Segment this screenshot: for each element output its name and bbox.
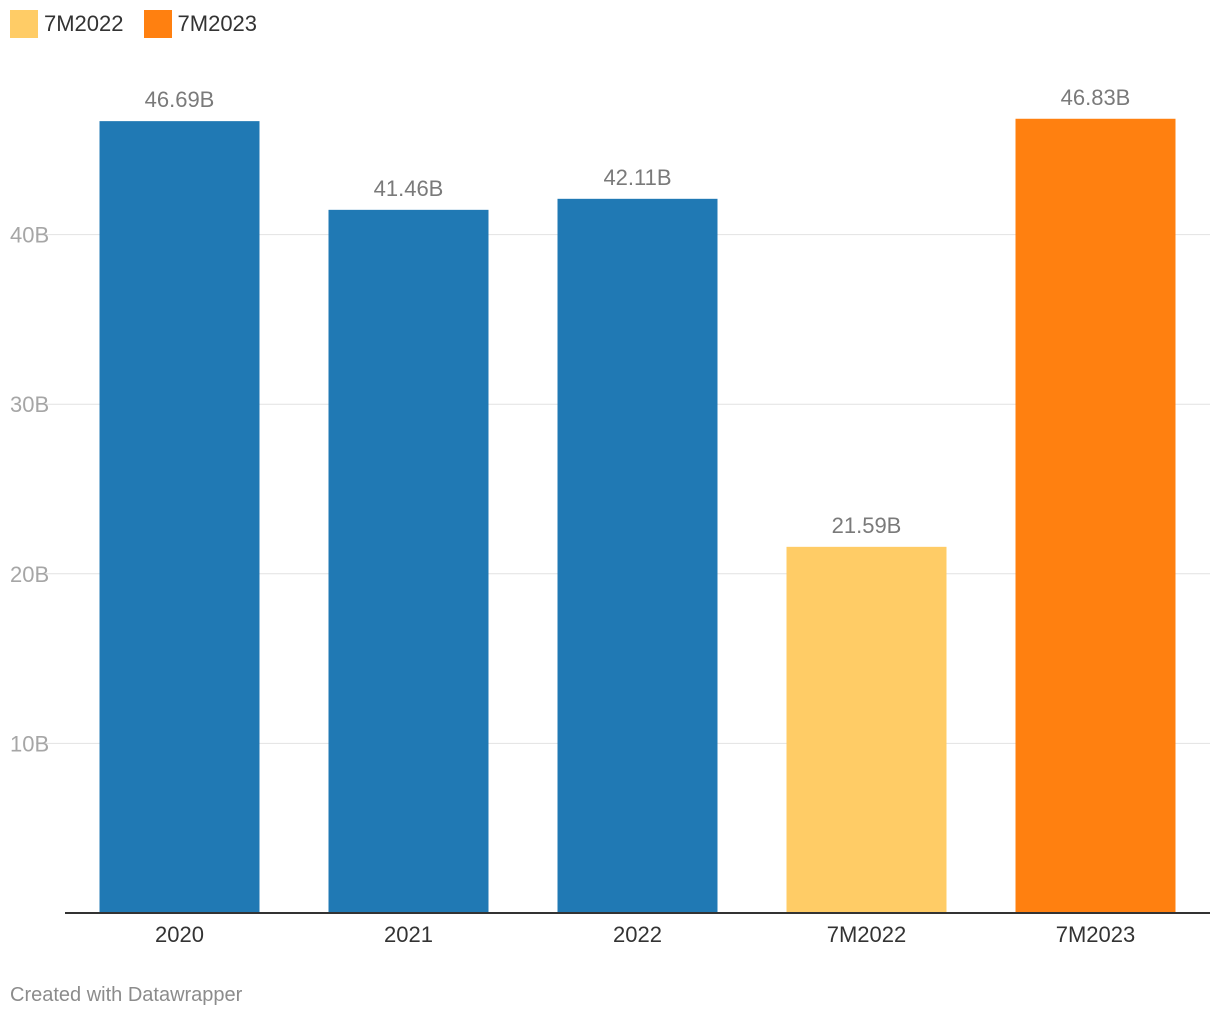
bar-value-label: 21.59B [832,513,902,538]
bar-value-label: 46.83B [1061,85,1131,110]
x-tick-label: 7M2022 [827,922,907,947]
bar-value-label: 46.69B [145,87,215,112]
x-tick-label: 2022 [613,922,662,947]
bar [99,121,260,914]
y-tick-label: 10B [10,731,49,756]
bar [328,209,489,914]
x-tick-label: 2021 [384,922,433,947]
legend-item-7m2023: 7M2023 [143,10,258,38]
y-tick-label: 20B [10,562,49,587]
bar [1015,118,1176,914]
axes: 2020 2021 2022 7M2022 7M2023 [65,912,1210,947]
legend-label-7m2023: 7M2023 [177,11,258,36]
legend-label-7m2022: 7M2022 [44,11,124,36]
credit-text: Created with Datawrapper [10,984,243,1006]
y-tick-label: 30B [10,392,49,417]
y-tick-label: 40B [10,223,49,248]
x-tick-label: 2020 [155,922,204,947]
legend-item-7m2022: 7M2022 [10,10,124,38]
bar [557,198,718,914]
legend-swatch-7m2022 [10,10,38,38]
legend-swatch-7m2023 [143,10,172,38]
bar-value-label: 42.11B [603,165,671,190]
legend: 7M2022 7M2023 [10,8,277,40]
bar [786,546,947,913]
x-tick-label: 7M2023 [1056,922,1136,947]
bar-value-label: 41.46B [374,176,444,201]
bars: 46.69B 41.46B 42.11B 21.59B 46.83B [99,85,1176,914]
